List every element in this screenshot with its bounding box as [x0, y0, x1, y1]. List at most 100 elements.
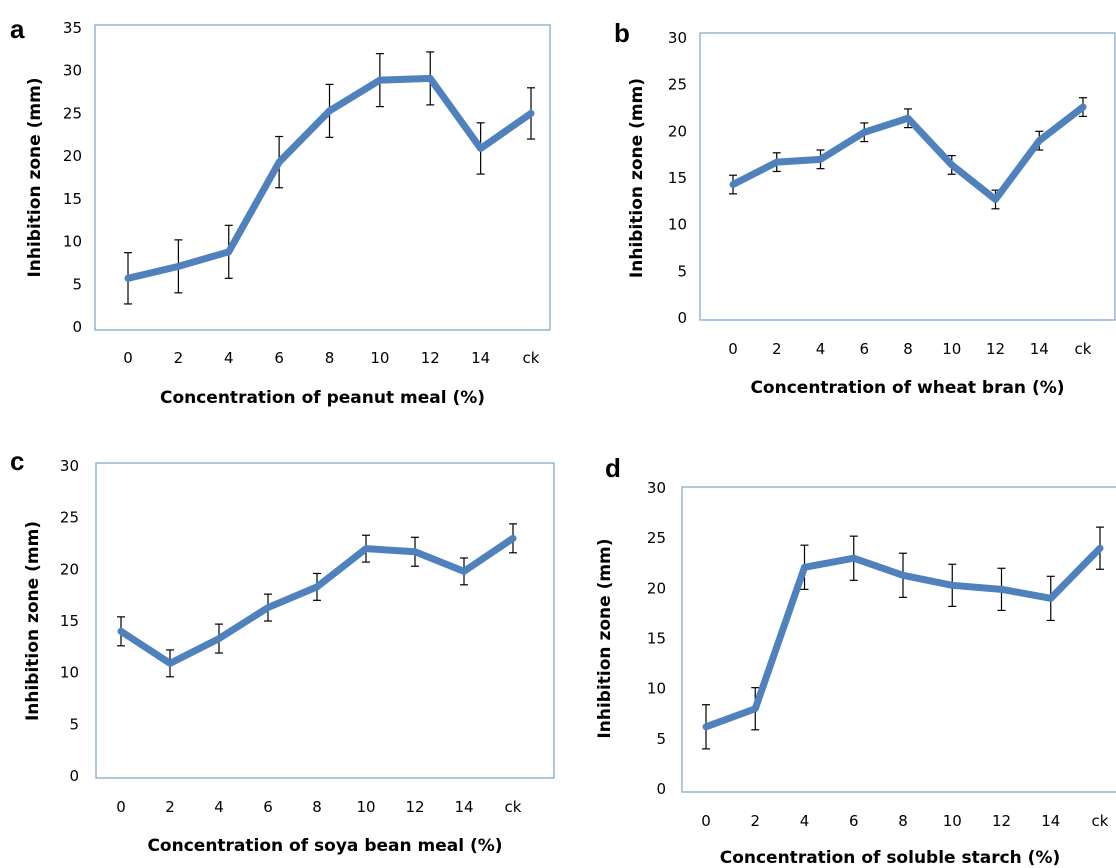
data-point — [729, 181, 737, 188]
x-tick-label: 0 — [116, 798, 126, 816]
data-point — [326, 107, 333, 115]
x-tick-label: ck — [505, 798, 522, 816]
data-point — [904, 115, 912, 122]
x-tick-label: ck — [1075, 340, 1092, 358]
panel-letter: a — [10, 14, 25, 44]
x-tick-label: 2 — [750, 812, 760, 830]
y-tick-label: 25 — [63, 104, 82, 122]
y-tick-label: 10 — [63, 233, 82, 251]
data-point — [527, 110, 535, 117]
x-tick-label: 2 — [174, 349, 184, 367]
y-tick-label: 0 — [677, 309, 687, 327]
x-tick-label: 12 — [405, 798, 424, 816]
panel-letter: b — [614, 18, 630, 48]
x-tick-label: 12 — [421, 349, 440, 367]
data-point — [166, 660, 174, 667]
plot-frame — [681, 486, 1116, 793]
data-point — [1036, 137, 1043, 144]
x-tick-label: 0 — [728, 340, 738, 358]
x-tick-label: 8 — [325, 349, 335, 367]
data-point — [948, 161, 955, 169]
x-tick-label: 6 — [274, 349, 284, 367]
x-tick-label: 6 — [849, 812, 859, 830]
y-axis-title: Inhibition zone (mm) — [627, 78, 647, 278]
y-tick-label: 20 — [63, 147, 82, 165]
data-point — [411, 548, 419, 555]
y-axis-title: Inhibition zone (mm) — [23, 521, 43, 721]
x-tick-label: 10 — [356, 798, 375, 816]
x-tick-label: 12 — [992, 812, 1011, 830]
y-tick-label: 30 — [63, 62, 82, 80]
y-tick-label: 5 — [656, 730, 666, 748]
data-point — [992, 196, 999, 203]
data-point — [313, 583, 321, 591]
y-tick-label: 5 — [72, 275, 82, 293]
y-tick-label: 20 — [668, 122, 687, 140]
x-tick-label: 6 — [859, 340, 869, 358]
panel-letter: c — [10, 446, 24, 476]
y-tick-label: 30 — [60, 457, 79, 475]
chart-panel-a: a 0 5 10 15 20 25 30 35 0 2 4 6 8 10 12 14 ck Concentratio… — [10, 14, 551, 408]
chart-panel-d: d 0 5 10 15 20 25 30 0 2 4 6 8 10 12 14 ck Concentration … — [595, 453, 1116, 868]
x-axis-title: Concentration of wheat bran (%) — [750, 378, 1064, 398]
y-tick-label: 5 — [69, 715, 79, 733]
x-tick-label: 14 — [471, 349, 490, 367]
y-tick-label: 20 — [60, 560, 79, 578]
y-tick-label: 15 — [647, 630, 666, 648]
data-point — [477, 145, 484, 152]
data-point — [702, 723, 710, 730]
y-tick-label: 5 — [677, 262, 687, 280]
x-tick-label: 14 — [1030, 340, 1049, 358]
x-tick-label: 10 — [943, 812, 962, 830]
data-point — [850, 555, 857, 562]
data-point — [509, 535, 517, 542]
data-point — [117, 628, 125, 635]
y-tick-label: 10 — [668, 216, 687, 234]
x-tick-label: 4 — [224, 349, 234, 367]
chart-panel-c: c 0 5 10 15 20 25 30 0 2 4 6 8 10 12 14 ck Concentration … — [10, 446, 555, 856]
x-tick-label: 8 — [312, 798, 322, 816]
x-tick-label: 14 — [454, 798, 473, 816]
x-tick-label: 8 — [903, 340, 913, 358]
y-tick-label: 0 — [69, 767, 79, 785]
y-axis-title: Inhibition zone (mm) — [25, 77, 45, 277]
x-tick-label: 0 — [701, 812, 711, 830]
data-point — [773, 158, 780, 166]
y-tick-label: 25 — [647, 529, 666, 547]
chart-panel-b: b 0 5 10 15 20 25 30 0 2 4 6 8 10 12 14 ck Concentration … — [614, 18, 1116, 398]
data-point — [801, 564, 808, 571]
y-tick-label: 15 — [60, 612, 79, 630]
x-tick-label: 4 — [816, 340, 826, 358]
x-tick-label: 14 — [1041, 812, 1060, 830]
data-point — [817, 156, 824, 163]
x-axis-title: Concentration of soluble starch (%) — [720, 848, 1061, 868]
y-tick-label: 15 — [668, 169, 687, 187]
y-tick-label: 35 — [63, 19, 82, 37]
x-axis-title: Concentration of peanut meal (%) — [160, 388, 485, 408]
data-point — [376, 76, 384, 84]
x-axis-title: Concentration of soya bean meal (%) — [147, 836, 502, 856]
x-tick-label: 10 — [942, 340, 961, 358]
plot-frame — [699, 32, 1116, 321]
data-point — [899, 572, 907, 579]
data-point — [264, 604, 272, 611]
x-tick-label: 6 — [263, 798, 273, 816]
data-point — [752, 705, 759, 712]
x-tick-label: 2 — [165, 798, 175, 816]
data-point — [861, 129, 868, 136]
y-tick-label: 15 — [63, 190, 82, 208]
y-tick-label: 25 — [668, 76, 687, 94]
panel-letter: d — [605, 453, 621, 483]
x-tick-label: 8 — [898, 812, 908, 830]
data-point — [275, 158, 283, 166]
x-tick-label: 12 — [986, 340, 1005, 358]
x-tick-label: 4 — [214, 798, 224, 816]
data-point — [949, 582, 956, 589]
plot-frame — [95, 462, 555, 779]
y-tick-label: 10 — [647, 680, 666, 698]
data-point — [1047, 595, 1054, 602]
x-tick-label: ck — [523, 349, 540, 367]
data-point — [460, 568, 468, 575]
x-tick-label: 2 — [772, 340, 782, 358]
